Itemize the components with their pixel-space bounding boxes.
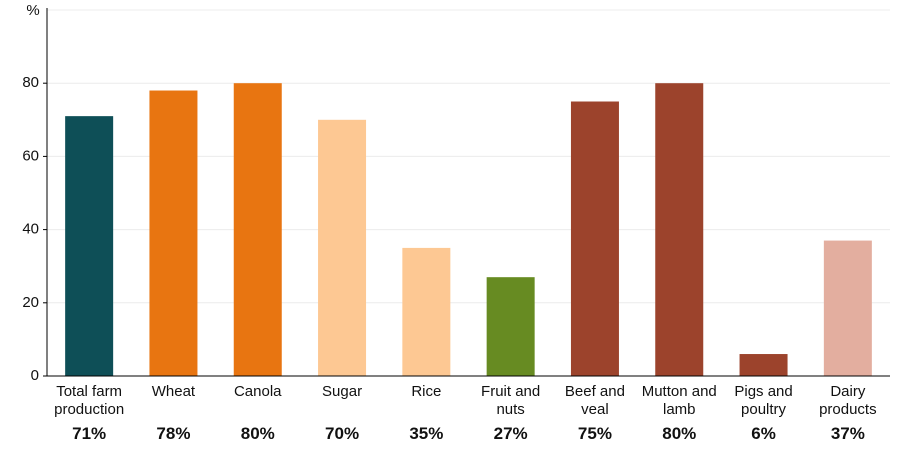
x-tick-label: Rice	[411, 383, 442, 400]
value-label: 27%	[493, 424, 528, 443]
x-tick-label: Sugar	[322, 383, 363, 400]
bar	[149, 90, 198, 377]
bar	[570, 101, 619, 376]
bar	[823, 240, 872, 376]
y-tick-label: 60	[22, 147, 39, 164]
x-tick-label: Mutton and lamb	[641, 383, 717, 418]
value-label: 80%	[240, 424, 275, 443]
value-label: 75%	[577, 424, 612, 443]
bar	[486, 277, 535, 376]
bar	[655, 83, 704, 376]
bar	[739, 354, 788, 376]
x-tick-label: Total farm production	[54, 383, 125, 418]
y-tick-label: 20	[22, 294, 39, 311]
bar	[65, 116, 114, 376]
value-label: 70%	[325, 424, 360, 443]
value-label: 37%	[830, 424, 865, 443]
value-label: 71%	[72, 424, 107, 443]
y-tick-label: 80	[22, 74, 39, 91]
value-label: 6%	[751, 424, 776, 443]
bar	[318, 119, 367, 377]
value-label: 80%	[662, 424, 697, 443]
y-tick-label: 40	[22, 221, 39, 238]
bar	[233, 83, 282, 376]
y-tick-label: 0	[31, 367, 39, 384]
x-tick-label: Fruit and nuts	[481, 383, 541, 418]
value-label: 78%	[156, 424, 191, 443]
x-tick-label: Pigs and poultry	[734, 383, 793, 418]
y-axis-label: %	[26, 2, 39, 19]
value-label: 35%	[409, 424, 444, 443]
x-tick-label: Wheat	[151, 383, 196, 400]
bar	[402, 247, 451, 376]
x-tick-label: Dairy products	[819, 383, 877, 418]
x-tick-label: Beef and veal	[564, 383, 625, 418]
x-tick-label: Canola	[233, 383, 282, 400]
